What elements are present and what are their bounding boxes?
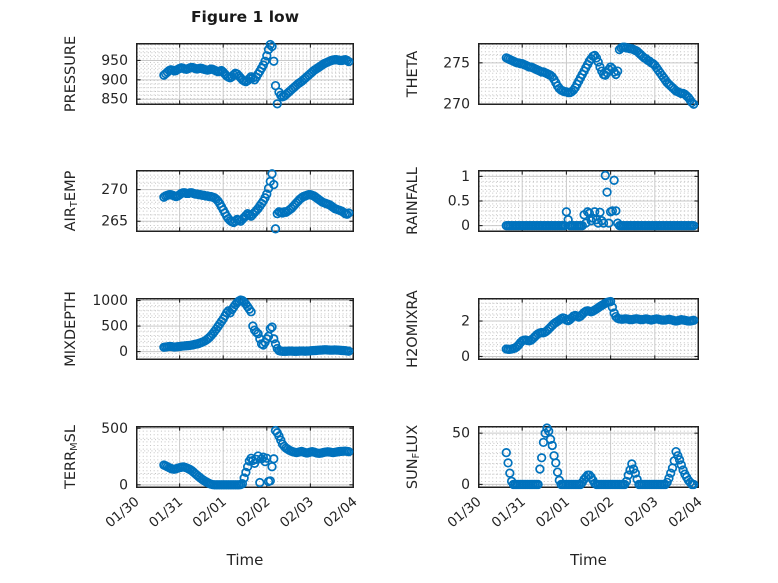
svg-text:01/30: 01/30 xyxy=(444,494,484,531)
svg-text:270: 270 xyxy=(443,97,470,113)
y-tick-labels: 0 500 1000 xyxy=(92,293,128,360)
x-tick-labels: 01/30 01/31 02/01 02/02 02/03 02/04 xyxy=(102,494,360,531)
data-points xyxy=(159,39,354,109)
svg-text:02/04: 02/04 xyxy=(665,494,705,531)
axes-frame xyxy=(478,43,699,105)
minor-grid xyxy=(479,427,698,487)
svg-text:0: 0 xyxy=(461,218,470,234)
ylabel-h2omixra: H2OMIXRA xyxy=(405,290,421,368)
svg-text:1: 1 xyxy=(461,169,470,185)
data-points xyxy=(159,169,354,234)
y-tick-labels: 0 50 xyxy=(452,426,470,493)
y-tick-labels: 0 500 xyxy=(101,421,128,494)
subplot-rainfall: 00.51 xyxy=(448,169,699,234)
y-tick-labels: 265 270 xyxy=(101,182,128,230)
svg-text:0: 0 xyxy=(119,344,128,360)
svg-text:02/03: 02/03 xyxy=(277,494,317,531)
xlabel-time-left: Time xyxy=(226,551,264,569)
data-points xyxy=(501,42,699,109)
svg-text:01/31: 01/31 xyxy=(489,494,529,531)
axes-frame xyxy=(478,298,699,360)
tick-marks xyxy=(136,170,354,232)
svg-text:02/04: 02/04 xyxy=(320,494,360,531)
subplot-theta: 270 275 xyxy=(443,42,699,113)
axes-frame xyxy=(478,170,699,232)
axes-frame xyxy=(478,426,699,488)
svg-text:500: 500 xyxy=(101,421,128,437)
data-points xyxy=(159,295,354,356)
svg-text:270: 270 xyxy=(101,182,128,198)
x-tick-labels: 01/30 01/31 02/01 02/02 02/03 02/04 xyxy=(444,494,705,531)
data-points xyxy=(501,296,699,355)
axes-frame xyxy=(136,170,354,232)
svg-text:1000: 1000 xyxy=(92,293,128,309)
svg-text:02/02: 02/02 xyxy=(577,494,617,531)
y-tick-labels: 270 275 xyxy=(443,55,470,112)
tick-marks xyxy=(136,426,354,488)
svg-text:02/02: 02/02 xyxy=(233,494,273,531)
svg-text:0.5: 0.5 xyxy=(448,194,470,210)
ylabel-terr-msl: TERRMSL xyxy=(63,425,81,489)
subplot-sun-flux: 0 50 01/30 01/31 02/01 02/02 02/03 02/04 xyxy=(444,423,706,531)
ylabel-air-temp: AIRTEMP xyxy=(63,170,81,232)
subplot-mixdepth: 0 500 1000 xyxy=(92,293,354,360)
ylabel-theta: THETA xyxy=(405,50,421,98)
svg-text:0: 0 xyxy=(461,349,470,365)
major-grid xyxy=(479,299,698,359)
svg-text:500: 500 xyxy=(101,319,128,335)
svg-text:0: 0 xyxy=(119,477,128,493)
data-points xyxy=(159,425,354,490)
minor-grid xyxy=(479,171,698,231)
svg-text:50: 50 xyxy=(452,426,470,442)
subplot-pressure: 850 900 950 xyxy=(101,39,354,109)
svg-text:02/03: 02/03 xyxy=(621,494,661,531)
svg-text:275: 275 xyxy=(443,55,470,71)
ylabel-mixdepth: MIXDEPTH xyxy=(63,291,79,367)
svg-text:900: 900 xyxy=(101,72,128,88)
y-tick-labels: 850 900 950 xyxy=(101,53,128,108)
y-tick-labels: 02 xyxy=(461,314,470,365)
y-tick-labels: 00.51 xyxy=(448,169,470,234)
subplot-air-temp: 265 270 xyxy=(101,169,354,234)
data-points xyxy=(501,170,699,231)
data-points xyxy=(501,423,699,490)
xlabel-time-right: Time xyxy=(570,551,607,569)
svg-text:2: 2 xyxy=(461,314,470,330)
svg-text:02/01: 02/01 xyxy=(533,494,573,531)
svg-text:0: 0 xyxy=(461,477,470,493)
tick-marks xyxy=(478,43,699,105)
svg-text:02/01: 02/01 xyxy=(190,494,230,531)
ylabel-rainfall: RAINFALL xyxy=(405,167,421,235)
subplot-h2omixra: 02 xyxy=(461,296,699,365)
ylabel-sun-flux: SUNFLUX xyxy=(405,424,423,490)
svg-text:850: 850 xyxy=(101,92,128,108)
svg-text:950: 950 xyxy=(101,53,128,69)
svg-text:01/30: 01/30 xyxy=(102,494,142,531)
svg-text:01/31: 01/31 xyxy=(146,494,186,531)
svg-text:265: 265 xyxy=(101,214,128,230)
axes-frame xyxy=(136,43,354,105)
subplot-terr-msl: 0 500 01/30 01/31 02/01 02/02 02/03 02/04 xyxy=(101,421,360,531)
minor-grid xyxy=(479,44,698,104)
ylabel-pressure: PRESSURE xyxy=(63,35,79,113)
figure-title: Figure 1 low xyxy=(190,8,300,26)
